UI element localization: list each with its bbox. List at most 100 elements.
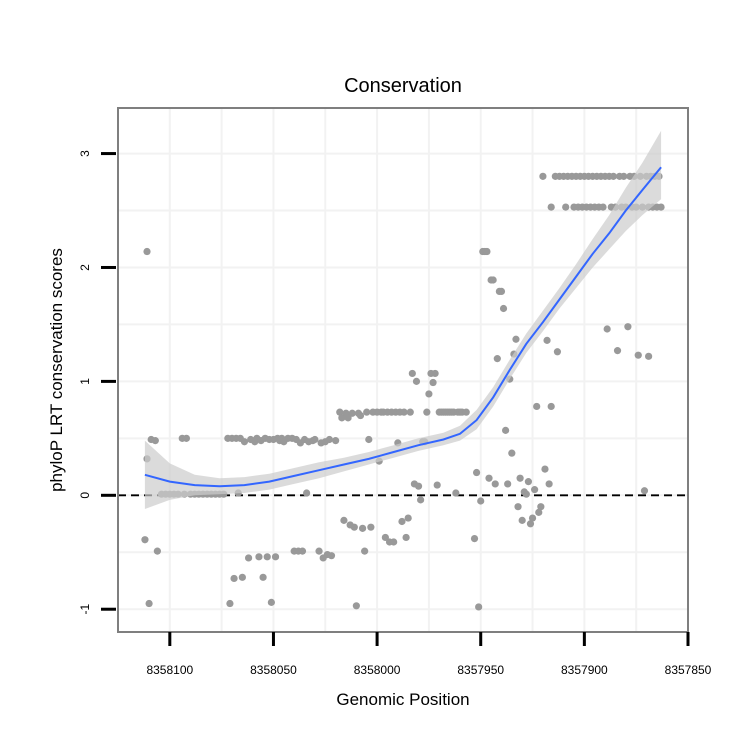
data-point — [344, 414, 352, 422]
data-point — [153, 547, 161, 555]
data-point — [547, 402, 555, 411]
data-point — [151, 437, 159, 445]
x-axis-tick-label: 8358000 — [354, 663, 401, 677]
data-point — [599, 203, 607, 211]
data-point — [620, 172, 628, 180]
data-point — [470, 534, 479, 543]
data-point — [543, 336, 551, 344]
data-points — [141, 172, 665, 611]
data-point — [504, 480, 512, 488]
data-point — [311, 435, 319, 444]
data-point — [400, 408, 408, 416]
data-point — [472, 468, 481, 477]
data-point — [390, 538, 398, 546]
y-axis-tick-label: 3 — [78, 150, 92, 157]
data-point — [325, 435, 334, 444]
data-point — [645, 352, 653, 360]
x-axis-tick-label: 8357900 — [561, 663, 608, 677]
data-point — [350, 523, 358, 531]
data-point — [562, 203, 570, 211]
data-point — [613, 347, 622, 355]
data-point — [508, 449, 516, 457]
data-point — [338, 414, 346, 422]
data-point — [315, 547, 323, 555]
data-point — [423, 408, 431, 416]
data-point — [226, 599, 234, 608]
data-point — [531, 486, 539, 494]
data-point — [624, 323, 632, 331]
data-point — [497, 287, 506, 295]
data-point — [477, 497, 485, 505]
data-point — [553, 348, 562, 356]
data-point — [271, 553, 280, 561]
data-point — [462, 408, 470, 416]
data-point — [514, 503, 522, 511]
y-axis-tick-label: 2 — [78, 264, 92, 271]
data-point — [141, 536, 149, 544]
data-point — [182, 434, 190, 442]
data-point — [259, 573, 267, 581]
data-point — [352, 602, 360, 610]
data-point — [361, 547, 369, 555]
data-point — [452, 489, 460, 497]
x-axis-tick-label: 8358050 — [250, 663, 297, 677]
data-point — [404, 514, 412, 522]
data-point — [336, 408, 344, 416]
data-point — [547, 203, 555, 211]
data-point — [412, 377, 421, 385]
data-point — [143, 247, 151, 256]
smooth-trend-line — [144, 166, 662, 488]
x-axis-tick-label: 8358100 — [146, 663, 193, 677]
data-point — [657, 203, 665, 211]
data-point — [475, 603, 483, 611]
data-point — [303, 489, 311, 497]
data-point — [541, 465, 549, 473]
data-point — [263, 553, 271, 561]
data-point — [340, 516, 348, 524]
data-point — [267, 598, 275, 606]
data-point — [483, 247, 491, 256]
data-point — [358, 524, 367, 532]
data-point — [526, 520, 535, 528]
data-point — [537, 503, 545, 511]
data-point — [485, 474, 493, 482]
data-point — [609, 172, 617, 180]
chart-title: Conservation — [344, 75, 462, 97]
y-axis-title: phyloP LRT conservation scores — [47, 248, 66, 492]
data-point — [502, 426, 510, 434]
data-point — [367, 523, 375, 531]
panel-border — [117, 107, 689, 633]
data-point — [406, 408, 414, 416]
data-point — [545, 480, 553, 488]
data-point — [230, 574, 238, 583]
data-point — [493, 355, 501, 363]
data-point — [634, 351, 642, 359]
data-point — [238, 573, 246, 581]
data-point — [429, 378, 437, 387]
data-point — [255, 553, 263, 561]
x-axis-tick-label: 8357950 — [457, 663, 504, 677]
x-axis-tick-label: 8357850 — [665, 663, 712, 677]
data-point — [524, 478, 533, 486]
data-point — [365, 435, 373, 444]
data-point — [603, 325, 611, 333]
data-point — [640, 487, 649, 495]
y-axis-tick-label: 0 — [78, 492, 92, 499]
data-point — [539, 172, 547, 180]
data-point — [533, 402, 541, 411]
x-axis-title: Genomic Position — [336, 690, 469, 709]
data-point — [381, 533, 389, 542]
data-point — [417, 496, 425, 504]
y-axis-tick-label: 1 — [78, 378, 92, 385]
data-point — [518, 516, 526, 524]
data-point — [356, 411, 365, 420]
data-point — [402, 533, 410, 542]
data-point — [489, 276, 497, 284]
data-point — [244, 554, 253, 562]
data-point — [535, 508, 543, 516]
data-point — [145, 599, 153, 608]
data-point — [327, 552, 336, 560]
y-axis-tick-label: -1 — [78, 604, 92, 615]
